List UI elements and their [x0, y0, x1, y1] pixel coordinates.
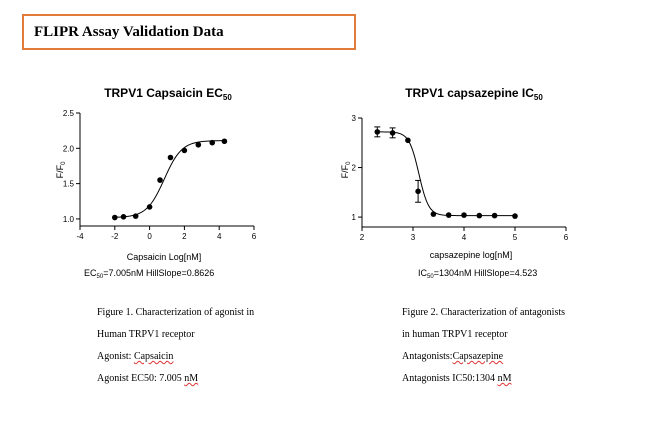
caption-line: Figure 2. Characterization of antagonist… [402, 307, 566, 318]
page-title: FLIPR Assay Validation Data [34, 23, 224, 40]
x-tick-label: 2 [182, 232, 187, 241]
data-point [461, 212, 467, 218]
x-tick-label: -4 [76, 232, 84, 241]
caption-line: Figure 1. Characterization of agonist in [97, 307, 255, 318]
data-point [112, 214, 118, 221]
data-point [476, 212, 483, 219]
caption-line: Antagonists:Capsazepine [402, 351, 504, 362]
chart1-xlabel: Capsaicin Log[nM] [127, 252, 202, 262]
y-tick-label: 1.5 [63, 180, 75, 189]
data-point [195, 141, 202, 148]
data-point [120, 214, 127, 220]
x-tick-label: 0 [147, 232, 152, 241]
x-tick-label: 3 [411, 233, 416, 242]
x-tick-label: 6 [252, 232, 257, 241]
data-point [221, 138, 228, 145]
data-point [415, 188, 421, 195]
data-point [146, 204, 153, 210]
chart1-title: TRPV1 Capsaicin EC50 [104, 86, 232, 102]
y-tick-label: 3 [352, 114, 357, 123]
data-point [132, 213, 139, 219]
y-tick-label: 2 [352, 164, 357, 173]
data-point [445, 212, 452, 218]
y-tick-label: 1 [352, 213, 357, 222]
fit-curve [377, 131, 515, 217]
chart-capsazepine-ic50: TRPV1 capsazepine IC50 F/F0 capsazepine … [340, 86, 569, 280]
x-tick-label: 2 [360, 233, 365, 242]
data-point [181, 147, 188, 154]
data-point [430, 211, 437, 217]
data-point [157, 177, 163, 183]
caption-line: Agonist: Capsaicin [97, 351, 174, 362]
caption-line: Agonist EC50: 7.005 nM [97, 373, 199, 384]
chart2-title: TRPV1 capsazepine IC50 [405, 86, 543, 102]
data-point [389, 130, 396, 136]
data-point [209, 139, 216, 146]
chart-capsaicin-ec50: TRPV1 Capsaicin EC50 F/F0 Capsaicin Log[… [55, 86, 257, 280]
data-point [512, 213, 518, 219]
y-tick-label: 2.0 [63, 144, 75, 153]
caption-line: Human TRPV1 receptor [97, 329, 195, 340]
caption-line: in human TRPV1 receptor [402, 329, 508, 340]
y-tick-label: 1.0 [63, 215, 75, 224]
x-tick-label: -2 [111, 232, 119, 241]
x-tick-label: 4 [217, 232, 222, 241]
figure1-caption: Figure 1. Characterization of agonist in… [97, 302, 254, 390]
chart2-ylabel: F/F0 [340, 161, 352, 179]
x-tick-label: 5 [513, 233, 518, 242]
y-tick-label: 2.5 [63, 109, 75, 118]
chart2-annotation: IC50=1304nM HillSlope=4.523 [418, 268, 537, 280]
caption-line: Antagonists IC50:1304 nM [402, 373, 512, 384]
x-tick-label: 6 [564, 233, 569, 242]
chart1-annotation: EC50=7.005nM HillSlope=0.8626 [84, 268, 214, 280]
chart1-ylabel: F/F0 [55, 161, 67, 179]
page-title-box: FLIPR Assay Validation Data [22, 14, 356, 50]
x-tick-label: 4 [462, 233, 467, 242]
data-point [405, 137, 411, 144]
data-point [167, 154, 174, 161]
figure2-caption: Figure 2. Characterization of antagonist… [402, 302, 565, 390]
data-point [491, 212, 498, 219]
chart2-xlabel: capsazepine log[nM] [430, 250, 513, 260]
data-point [374, 129, 381, 135]
